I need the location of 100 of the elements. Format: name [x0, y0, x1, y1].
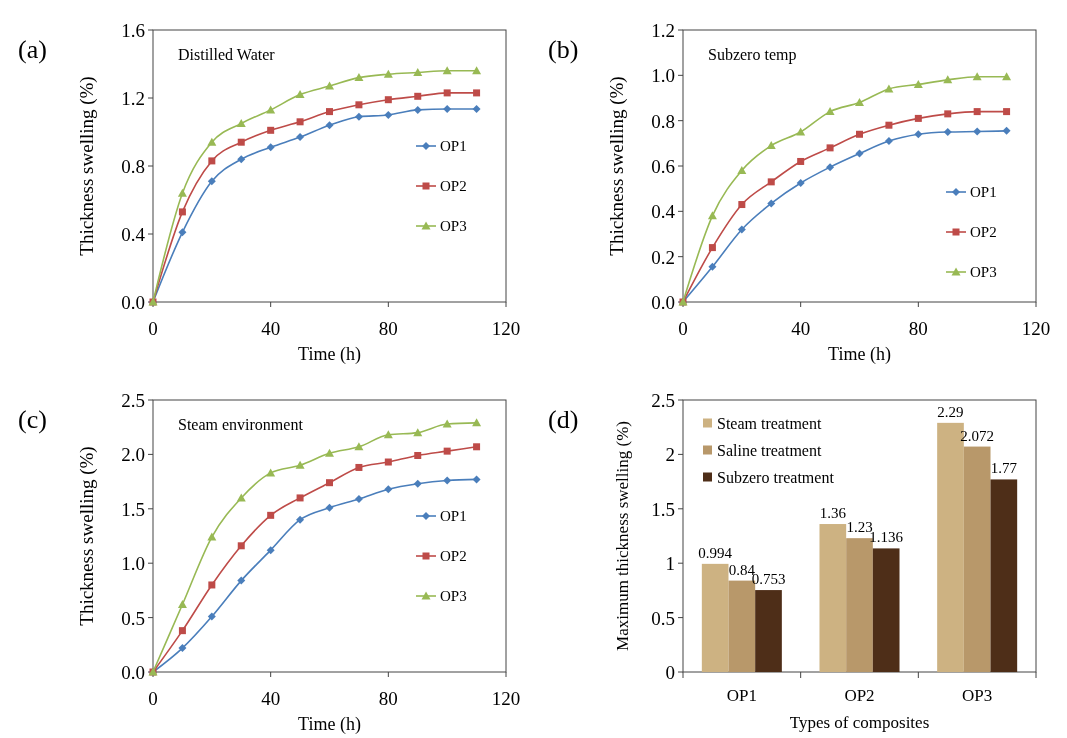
point	[796, 179, 805, 187]
y-tick-label: 0.0	[651, 292, 675, 313]
x-tick-label: 0	[678, 318, 688, 339]
point	[266, 143, 275, 152]
x-tick-label: OP2	[844, 686, 875, 705]
legend-label: OP2	[440, 548, 467, 564]
point	[914, 114, 922, 122]
y-tick-label: 1	[665, 553, 675, 575]
point	[825, 107, 835, 116]
point	[884, 84, 894, 93]
x-axis-title: Time (h)	[298, 344, 361, 365]
y-tick-label: 0.8	[121, 156, 145, 177]
point	[384, 96, 392, 104]
point	[325, 81, 334, 90]
point	[1002, 126, 1011, 135]
data-label: 2.072	[960, 427, 995, 444]
x-tick-label: 40	[261, 318, 281, 339]
point	[737, 225, 746, 234]
point	[178, 627, 186, 635]
point	[972, 72, 982, 81]
y-axis-title: Thickness swelling (%)	[76, 446, 98, 626]
point	[413, 479, 422, 488]
text: Steam environment	[178, 416, 304, 433]
x-axis-title: Time (h)	[298, 714, 361, 735]
x-tick-label: 0	[148, 318, 158, 339]
point	[208, 581, 216, 589]
point	[296, 515, 305, 524]
bar	[963, 446, 991, 672]
legend-label: Steam treatment	[717, 414, 822, 432]
y-tick-label: 0.5	[121, 607, 145, 629]
point	[177, 188, 187, 197]
point	[237, 155, 246, 164]
point	[207, 612, 216, 621]
point	[708, 244, 716, 252]
data-label: 1.36	[819, 505, 847, 522]
x-tick-label: 80	[378, 318, 398, 339]
point	[472, 66, 482, 75]
y-tick-label: 0.0	[121, 662, 145, 683]
y-tick-label: 1.0	[121, 553, 145, 575]
point	[267, 126, 275, 134]
x-axis-title: Types of composites	[789, 713, 930, 732]
x-tick-label: 80	[378, 688, 398, 709]
point	[354, 73, 364, 82]
point	[1002, 72, 1012, 81]
point	[354, 442, 364, 451]
point	[973, 127, 982, 136]
point	[383, 69, 393, 78]
point	[178, 644, 187, 653]
point	[826, 144, 834, 152]
point	[855, 149, 864, 158]
y-tick-label: 1.5	[121, 498, 145, 520]
y-tick-label: 2.5	[121, 390, 145, 411]
bar	[819, 524, 847, 672]
point	[738, 201, 746, 209]
y-axis-title: Thickness swelling (%)	[606, 76, 628, 256]
point	[237, 576, 246, 585]
point	[354, 495, 363, 504]
chart-title: (a)	[18, 35, 47, 64]
point	[266, 546, 275, 555]
bar	[872, 548, 900, 672]
point	[767, 199, 776, 208]
point	[1003, 108, 1011, 116]
y-tick-label: 0.6	[651, 156, 675, 177]
point	[326, 108, 333, 116]
legend-label: OP2	[440, 178, 467, 194]
point	[207, 177, 216, 186]
y-tick-label: 2.0	[121, 444, 145, 466]
point	[236, 119, 246, 127]
point	[737, 166, 747, 175]
y-axis-title: Thickness swelling (%)	[76, 76, 98, 256]
legend-label: OP3	[440, 588, 467, 604]
chart-title: (d)	[548, 405, 579, 434]
point	[473, 89, 481, 97]
point	[355, 101, 363, 109]
point	[796, 127, 806, 136]
y-tick-label: 2	[665, 444, 675, 466]
point	[208, 157, 216, 165]
x-tick-label: 40	[791, 318, 811, 339]
y-tick-label: 0.4	[121, 224, 146, 245]
point	[472, 105, 481, 114]
point	[267, 511, 275, 519]
point	[944, 110, 952, 118]
point	[295, 460, 305, 469]
x-tick-label: 120	[491, 318, 521, 339]
legend-label: OP1	[970, 184, 997, 200]
point	[237, 542, 245, 550]
data-label: 2.29	[937, 403, 964, 420]
point	[326, 479, 333, 487]
point	[296, 133, 305, 142]
point	[943, 75, 953, 84]
point	[325, 503, 334, 512]
x-tick-label: 80	[908, 318, 928, 339]
legend-label: OP1	[440, 508, 467, 524]
point	[473, 443, 481, 451]
point	[295, 90, 305, 99]
legend-label: Subzero treatment	[717, 468, 835, 486]
point	[296, 494, 304, 502]
point	[177, 600, 187, 609]
y-axis-title: Maximum thickness swelling (%)	[613, 421, 632, 651]
y-tick-label: 1.2	[121, 88, 145, 109]
